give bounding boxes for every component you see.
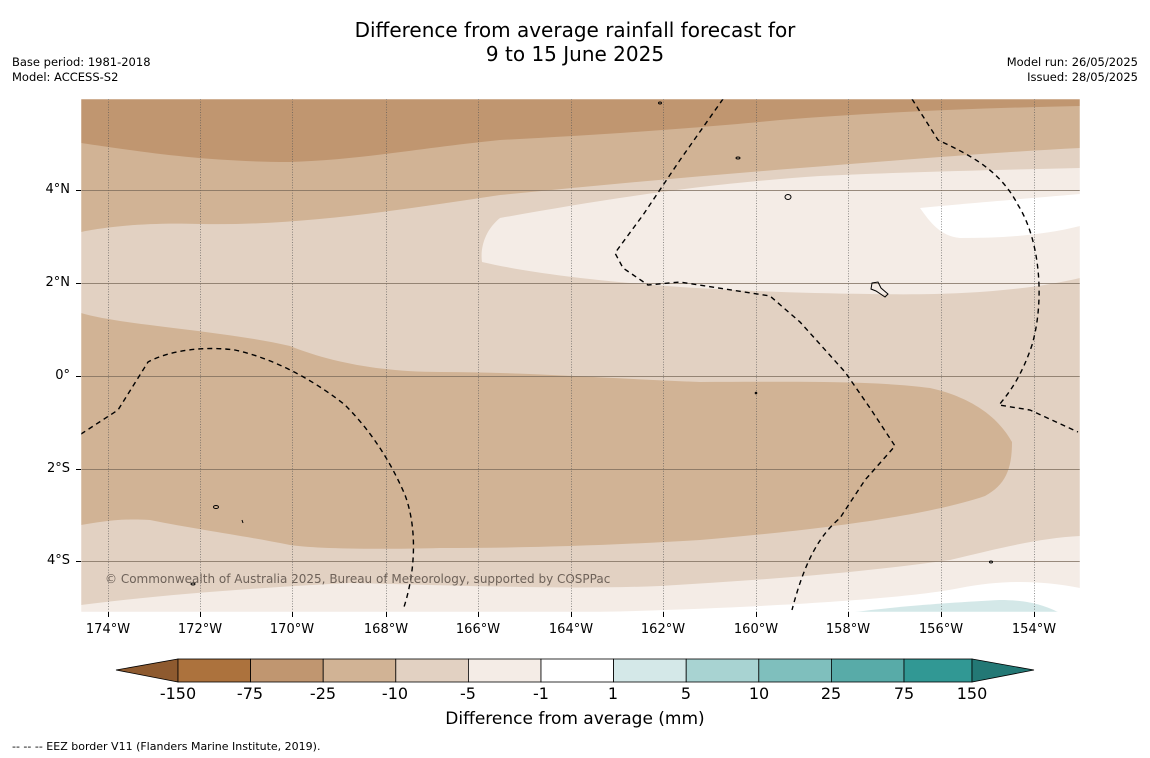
anomaly-band-slight-north [481,168,1080,295]
lon-label-174w: 174°W [85,622,131,637]
copyright-notice: © Commonwealth of Australia 2025, Bureau… [105,572,611,586]
map-area [81,99,1080,612]
lat-label-4n: 4°N [45,182,71,197]
colorbar-tick-0: -150 [159,684,197,703]
lon-label-168w: 168°W [363,622,409,637]
island-4 [870,281,889,298]
colorbar-extend-low [115,658,179,683]
anomaly-band-slight-south [81,536,1080,612]
colorbar-title: Difference from average (mm) [445,709,705,729]
anomaly-band-moderate-central [81,313,1012,549]
lon-label-156w: 156°W [918,622,964,637]
colorbar-tick-9: 25 [820,684,842,703]
model-run: Model run: 26/05/2025 [1006,55,1138,69]
lat-ticks [76,190,81,562]
map-frame [80,98,1081,613]
lon-ticks [108,612,1035,617]
colorbar-tick-7: 5 [680,684,692,703]
lat-label-2n: 2°N [45,275,71,290]
eez-border-central [614,99,896,611]
colorbar-swatch-4 [467,658,542,683]
colorbar-tick-11: 150 [956,684,988,703]
lon-label-158w: 158°W [825,622,871,637]
anomaly-band-wet-south [855,600,1058,612]
meta-right: Model run: 26/05/2025 Issued: 28/05/2025 [1007,55,1138,85]
colorbar-swatch-9 [831,658,905,683]
colorbar-extend-high [971,658,1035,683]
colorbar-swatch-2 [322,658,397,683]
title-line-1: Difference from average rainfall forecas… [354,18,796,42]
lon-label-166w: 166°W [455,622,501,637]
colorbar-swatch-7 [685,658,760,683]
colorbar-tick-10: 75 [893,684,915,703]
island-6 [241,519,244,524]
island-1 [658,101,662,105]
lon-label-172w: 172°W [177,622,223,637]
colorbar [115,658,1035,683]
eez-footnote: -- -- -- EEZ border V11 (Flanders Marine… [12,740,321,753]
colorbar-swatch-6 [613,658,687,683]
title-line-2: 9 to 15 June 2025 [485,42,665,66]
anomaly-band-strong-north [81,99,1080,162]
base-period: Base period: 1981-2018 [12,55,151,69]
colorbar-swatch-1 [250,658,324,683]
lat-label-2s: 2°S [46,461,70,476]
eez-border-east [911,99,1079,433]
eez-borders [81,99,1079,611]
parallel-gridlines [81,190,1080,562]
anomaly-band-neutral-north [920,194,1080,238]
lon-label-170w: 170°W [269,622,315,637]
lat-label-0: 0° [55,368,70,383]
model-name: Model: ACCESS-S2 [12,70,119,84]
lon-label-160w: 160°W [733,622,779,637]
lon-label-162w: 162°W [640,622,686,637]
colorbar-tick-8: 10 [748,684,770,703]
colorbar-swatch-10 [903,658,973,683]
island-3 [784,194,792,200]
colorbar-tick-4: -5 [460,684,476,703]
colorbar-tick-2: -25 [309,684,337,703]
colorbar-tick-3: -10 [381,684,409,703]
meta-left: Base period: 1981-2018 Model: ACCESS-S2 [12,55,151,85]
eez-border-west [81,347,415,611]
colorbar-tick-5: -1 [533,684,549,703]
colorbar-swatch-3 [395,658,469,683]
colorbar-swatch-5 [540,658,614,683]
lat-label-4s: 4°S [46,553,70,568]
lon-label-154w: 154°W [1011,622,1057,637]
colorbar-swatch-0 [177,658,251,683]
map-title: Difference from average rainfall forecas… [0,18,1150,66]
issued-date: Issued: 28/05/2025 [1027,70,1138,84]
colorbar-tick-6: 1 [607,684,619,703]
colorbar-swatch-8 [758,658,832,683]
island-7 [190,582,196,586]
island-5 [213,505,219,509]
island-9 [754,391,758,395]
lon-label-164w: 164°W [548,622,594,637]
colorbar-tick-1: -75 [236,684,264,703]
island-outlines [190,101,993,586]
island-8 [989,560,993,564]
island-2 [735,156,741,160]
